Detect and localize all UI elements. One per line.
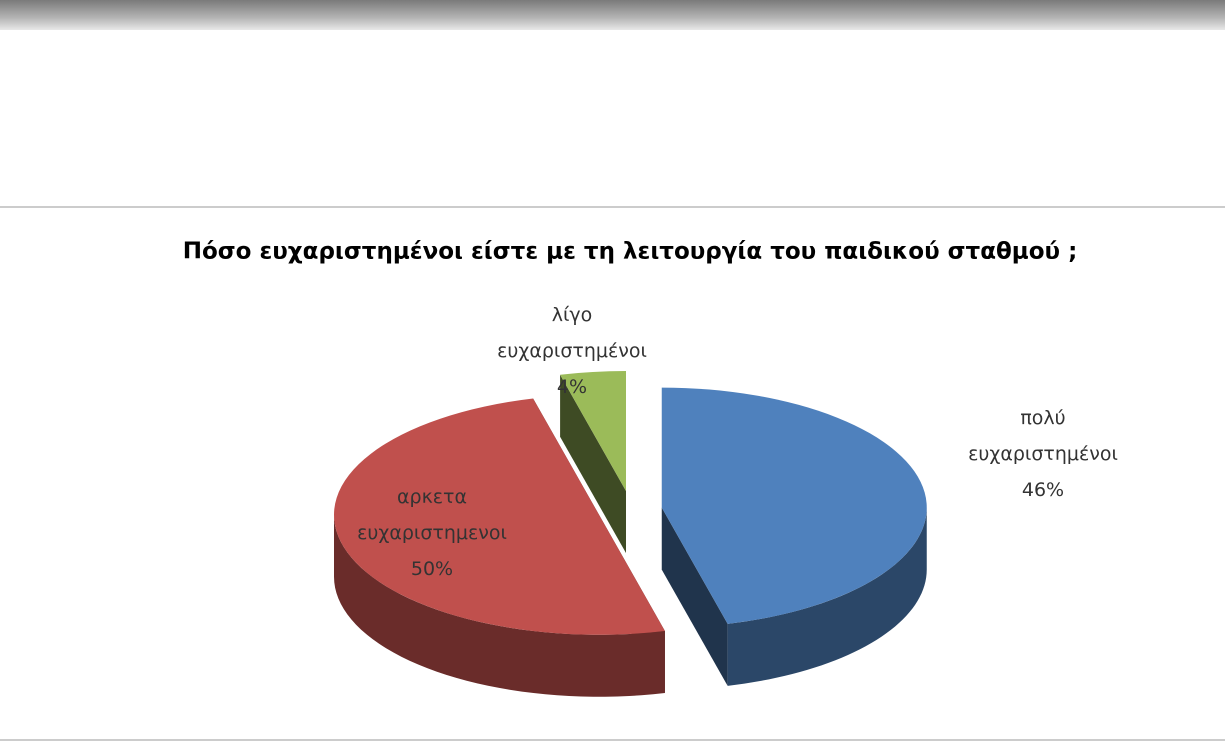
value-label: 4% [557,376,587,398]
slice [334,398,665,635]
category-label: αρκετα [397,486,467,508]
data-label: πολύ ευχαριστημένοι 46% [968,407,1118,501]
category-label: λίγο [552,304,593,326]
value-label: 46% [1022,479,1064,501]
chart-title: Πόσο ευχαριστημένοι είστε με τη λειτουργ… [183,239,1078,265]
data-label: αρκετα ευχαριστημενοι 50% [357,486,507,580]
slice [560,370,626,491]
slice-side [334,514,665,697]
slice-cut-face [661,507,728,686]
slice-side [727,507,927,686]
category-label-line: ευχαριστημενοι [357,522,507,544]
category-label-line: ευχαριστημένοι [497,340,647,362]
data-label: λίγο ευχαριστημένοι 4% [497,304,647,398]
category-label: πολύ [1020,407,1065,429]
window-bar [0,0,1225,30]
slice [661,387,927,624]
value-label: 50% [411,558,453,580]
slice-tops [334,370,927,635]
slice-cut-face [560,374,626,553]
category-label-line: ευχαριστημένοι [968,443,1118,465]
